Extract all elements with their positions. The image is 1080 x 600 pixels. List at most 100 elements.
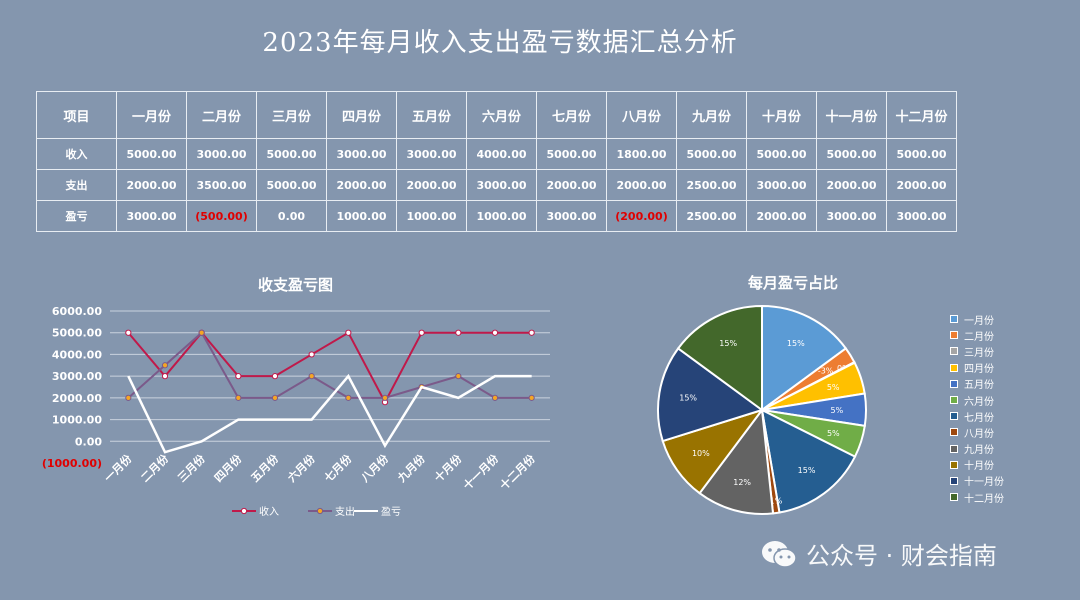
data-point <box>528 329 535 336</box>
pie-slice <box>760 408 857 514</box>
data-point <box>235 394 242 401</box>
y-tick-label: 5000.00 <box>52 327 102 340</box>
pie-data-label: 15% <box>679 394 697 403</box>
table-cell: 5000.00 <box>256 169 327 201</box>
x-tick-label: 十一月份 <box>460 451 502 493</box>
table-cell: 3000.00 <box>816 200 887 232</box>
legend-item: 八月份 <box>950 424 1004 440</box>
page-title: 2023年每月收入支出盈亏数据汇总分析 <box>262 28 738 58</box>
table-cell: 1000.00 <box>466 200 537 232</box>
legend-label: 一月份 <box>964 315 994 327</box>
x-tick-label: 三月份 <box>175 451 209 485</box>
legend-swatch <box>950 444 958 453</box>
table-header-cell: 十一月份 <box>816 91 887 139</box>
pie-slice <box>657 347 765 443</box>
pie-slice <box>698 407 775 515</box>
table-cell: 4000.00 <box>466 138 537 170</box>
table-header-row: 项目 一月份 二月份 三月份 四月份 五月份 六月份 七月份 八月份 九月份 十月份 十一月份 十二月份 <box>36 91 957 139</box>
table-cell: 3500.00 <box>186 169 257 201</box>
table-header-cell: 六月份 <box>466 91 537 139</box>
legend-swatch <box>950 331 958 340</box>
legend-item: 七月份 <box>950 408 1004 424</box>
table-cell: 2500.00 <box>676 169 747 201</box>
pie-slice <box>676 304 763 412</box>
legend-swatch <box>950 315 958 324</box>
table-header-cell: 四月份 <box>326 91 397 139</box>
series-line-2 <box>127 331 532 399</box>
legend-label: 四月份 <box>964 364 994 376</box>
pie-data-label: 12% <box>733 478 751 487</box>
x-tick-label: 八月份 <box>357 451 392 486</box>
data-point <box>235 373 242 380</box>
y-tick-label: 6000.00 <box>52 305 102 318</box>
data-point <box>455 373 462 380</box>
pie-data-label: 5% <box>831 406 844 415</box>
legend-label: 支出 <box>335 505 355 518</box>
table-cell: 3000.00 <box>746 169 817 201</box>
series-line-1 <box>127 331 532 405</box>
data-point <box>271 394 279 401</box>
legend-label: 十二月份 <box>964 493 1004 505</box>
data-point <box>381 394 389 401</box>
data-point <box>491 329 499 336</box>
table-cell: 3000.00 <box>186 138 257 170</box>
legend-swatch <box>950 460 958 469</box>
legend-swatch <box>950 493 958 502</box>
table-cell: 3000.00 <box>886 200 957 232</box>
data-point <box>161 373 169 380</box>
table-row: 盈亏 3000.00 (500.00) 0.00 1000.00 1000.00 1000.… <box>36 200 957 232</box>
legend-label: 五月份 <box>964 380 994 392</box>
table-cell: (200.00) <box>606 200 677 232</box>
x-tick-label: 九月份 <box>394 451 429 486</box>
legend-marker <box>316 507 324 515</box>
table-cell: 5000.00 <box>886 138 957 170</box>
legend-label: 二月份 <box>964 331 994 343</box>
table-cell: 5000.00 <box>536 138 607 170</box>
y-tick-label: 3000.00 <box>52 370 102 383</box>
legend-item: 九月份 <box>950 441 1004 457</box>
table-header-cell: 九月份 <box>676 91 747 139</box>
pie-data-label: 10% <box>692 449 710 458</box>
table-row: 支出 2000.00 3500.00 5000.00 2000.00 2000.00 300… <box>36 169 957 201</box>
legend-swatch <box>950 428 958 437</box>
pie-slice <box>761 304 848 412</box>
table-header-cell: 八月份 <box>606 91 677 139</box>
pie-data-label: 15% <box>787 339 805 348</box>
data-point <box>491 394 499 401</box>
y-tick-label: 2000.00 <box>52 392 102 405</box>
table-header-cell: 项目 <box>36 91 117 139</box>
legend-swatch <box>950 379 958 388</box>
table-cell: 2000.00 <box>536 169 607 201</box>
table-cell: 1000.00 <box>396 200 467 232</box>
watermark-text: 公众号 · 财会指南 <box>806 542 997 570</box>
legend-item: 十月份 <box>950 457 1004 473</box>
line-chart-title: 收支盈亏图 <box>258 276 334 294</box>
table-cell: 5000.00 <box>256 138 327 170</box>
table-cell: 2000.00 <box>606 169 677 201</box>
legend-label: 收入 <box>259 505 279 518</box>
legend-swatch <box>950 347 958 356</box>
data-point <box>271 373 279 380</box>
table-cell: 2500.00 <box>676 200 747 232</box>
watermark: 公众号 · 财会指南 <box>760 536 997 571</box>
data-point <box>198 329 205 336</box>
series-line-3 <box>127 373 532 454</box>
table-cell: 5000.00 <box>676 138 747 170</box>
table-header-cell: 二月份 <box>186 91 257 139</box>
table-row: 收入 5000.00 3000.00 5000.00 3000.00 3000.00 400… <box>36 138 957 170</box>
legend-label: 八月份 <box>964 428 994 440</box>
y-tick-label: 1000.00 <box>52 414 102 427</box>
x-tick-label: 十月份 <box>431 451 465 485</box>
table-header-cell: 十二月份 <box>886 91 957 139</box>
table-cell: 2000.00 <box>116 169 187 201</box>
legend-swatch <box>950 396 958 405</box>
pie-data-label: -3% <box>818 366 834 375</box>
legend-item: 二月份 <box>950 327 1004 343</box>
row-label: 支出 <box>36 169 117 201</box>
table-cell: 2000.00 <box>886 169 957 201</box>
data-point <box>308 351 315 358</box>
pie-data-label: 15% <box>719 339 737 348</box>
pie-legend: 一月份 二月份 三月份 四月份 五月份 六月份 七月份 八月份 九月份 十月份 十一月份 十二月份 <box>950 311 1004 505</box>
y-tick-label: (1000.00) <box>42 457 102 470</box>
table-header-cell: 七月份 <box>536 91 607 139</box>
